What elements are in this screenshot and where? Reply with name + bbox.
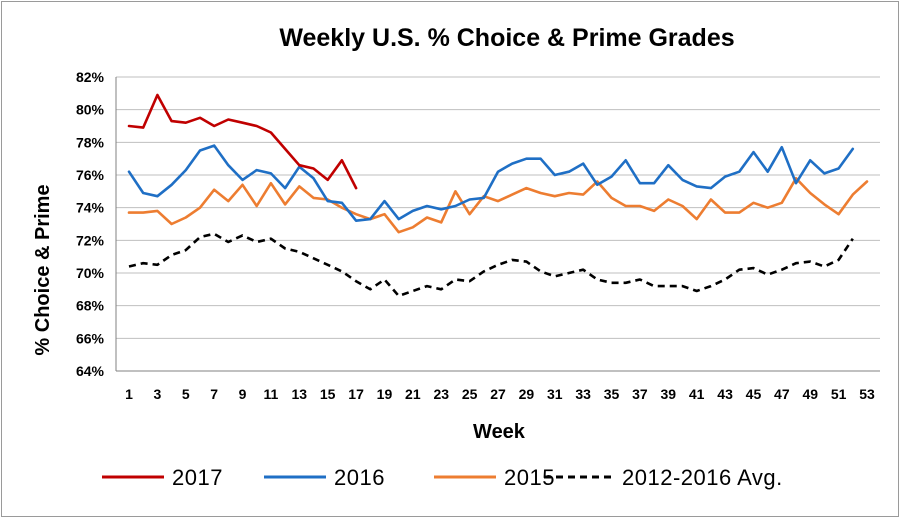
x-tick-label: 7 (210, 386, 218, 402)
legend-label-2017: 2017 (172, 465, 223, 490)
x-tick-label: 39 (661, 386, 677, 402)
x-tick-label: 35 (604, 386, 620, 402)
x-tick-label: 13 (292, 386, 308, 402)
x-axis-label: Week (473, 421, 526, 443)
x-tick-label: 33 (575, 386, 591, 402)
x-tick-label: 5 (182, 386, 190, 402)
series-line-2012-2016-avg (128, 232, 854, 298)
x-tick-label: 41 (689, 386, 705, 402)
x-tick-label: 9 (239, 386, 247, 402)
x-tick-label: 21 (405, 386, 421, 402)
x-tick-label: 27 (490, 386, 506, 402)
series-line-2016 (127, 144, 855, 222)
x-tick-label: 43 (717, 386, 733, 402)
series-line-2015 (127, 177, 869, 234)
series-lines (127, 93, 869, 298)
legend: 2017 2016 2015 2012-2016 Avg. (102, 465, 783, 490)
chart-title: Weekly U.S. % Choice & Prime Grades (279, 24, 734, 52)
axes (115, 77, 880, 372)
y-tick-label: 70% (76, 265, 105, 281)
y-tick-label: 64% (76, 363, 105, 379)
x-tick-label: 53 (859, 386, 875, 402)
x-tick-label: 17 (348, 386, 364, 402)
y-tick-label: 68% (76, 298, 105, 314)
x-tick-labels: 1 3 5 7 9 11 13 15 17 19 21 23 25 27 29 31 33 35 37 39 41 43 4… (125, 386, 875, 402)
x-tick-label: 19 (377, 386, 393, 402)
y-tick-label: 80% (76, 102, 105, 118)
y-axis-label: % Choice & Prime (32, 184, 54, 355)
x-tick-label: 15 (320, 386, 336, 402)
x-tick-label: 25 (462, 386, 478, 402)
y-tick-label: 78% (76, 134, 105, 150)
gridlines (116, 76, 880, 339)
x-tick-label: 29 (519, 386, 535, 402)
y-tick-label: 74% (76, 200, 105, 216)
y-tick-label: 82% (76, 69, 105, 85)
x-tick-label: 51 (831, 386, 847, 402)
y-tick-label: 72% (76, 232, 105, 248)
legend-label-2012-2016-avg: 2012-2016 Avg. (622, 465, 783, 490)
y-tick-label: 66% (76, 330, 105, 346)
x-tick-label: 45 (746, 386, 762, 402)
legend-label-2016: 2016 (334, 465, 385, 490)
x-tick-label: 31 (547, 386, 563, 402)
x-tick-label: 3 (153, 386, 161, 402)
y-tick-label: 76% (76, 167, 105, 183)
series-line-2017 (127, 93, 358, 190)
x-tick-label: 37 (632, 386, 648, 402)
x-tick-label: 49 (802, 386, 818, 402)
x-tick-label: 11 (264, 386, 279, 402)
x-tick-label: 23 (433, 386, 449, 402)
x-tick-label: 1 (125, 386, 133, 402)
y-tick-labels: 64% 66% 68% 70% 72% 74% 76% 78% 80% 82% (76, 69, 105, 379)
x-tick-label: 47 (774, 386, 790, 402)
